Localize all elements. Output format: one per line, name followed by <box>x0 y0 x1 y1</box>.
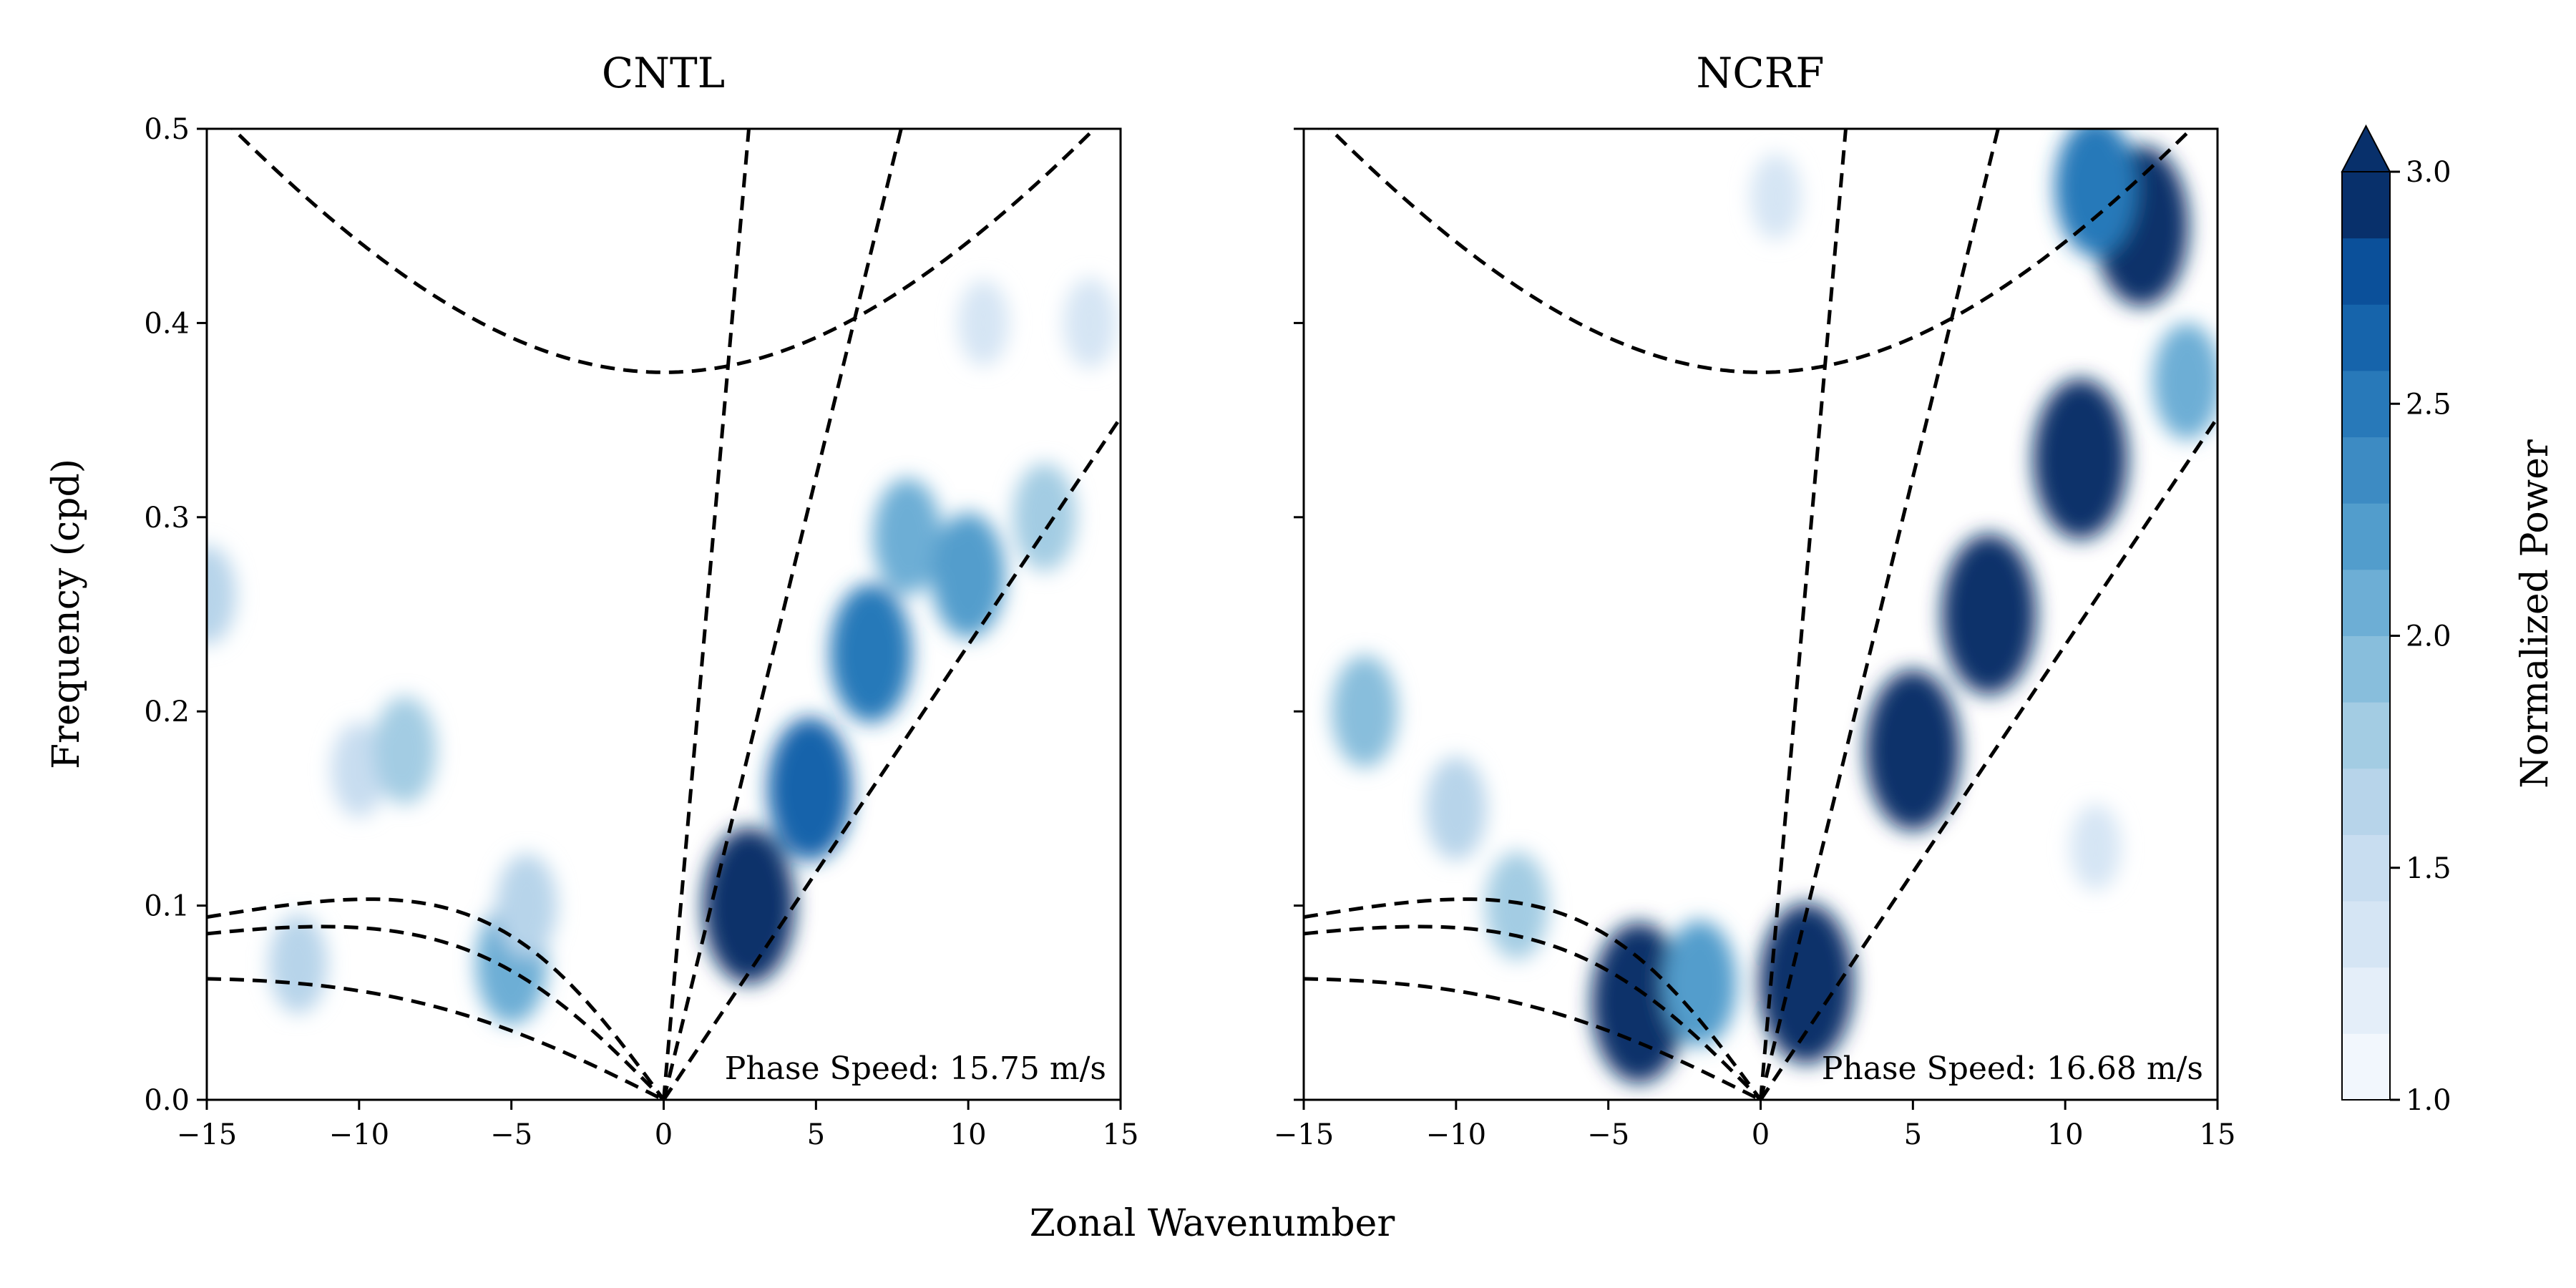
power-blob <box>768 717 852 861</box>
rossby-wave-curve <box>207 897 665 1100</box>
power-blob <box>1759 902 1854 1064</box>
y-tick-label: 0.0 <box>144 1084 190 1117</box>
power-blob <box>373 696 437 804</box>
panel-cntl: CNTL −15 −10 −5 0 5 10 15 0.0 0.1 0.2 0.3 0.4 0.5 Ph… <box>144 49 1138 1151</box>
kelvin-wave-curve <box>1759 416 2218 1100</box>
colorbar-segment <box>2342 967 2390 1034</box>
x-tick-label: −5 <box>1587 1118 1629 1151</box>
colorbar-segment <box>2342 834 2390 902</box>
rossby-wave-curve <box>1304 977 1762 1100</box>
power-blob <box>1063 278 1117 369</box>
rossby-wave-curve <box>207 924 665 1100</box>
power-blob <box>1013 463 1076 572</box>
phase-speed-label: Phase Speed: 16.68 m/s <box>1822 1050 2203 1087</box>
panel-title: CNTL <box>602 49 725 97</box>
x-tick-label: 0 <box>1752 1118 1770 1151</box>
panel-title: NCRF <box>1696 49 1824 97</box>
colorbar-tick-label: 3.0 <box>2406 156 2451 189</box>
y-tick-label: 0.4 <box>144 307 190 340</box>
x-tick-label: 10 <box>2047 1118 2084 1151</box>
power-blob <box>1485 852 1549 960</box>
colorbar-tick-label: 2.5 <box>2406 388 2451 421</box>
power-blob <box>2152 323 2218 440</box>
power-blob <box>2033 379 2128 540</box>
power-blob <box>958 280 1009 366</box>
colorbar-segment <box>2342 172 2390 239</box>
kelvin-wave-curve <box>662 129 751 1100</box>
panel-ncrf: NCRF −15 −10 −5 0 5 10 15 Phase Speed: 16.68 m… <box>1274 49 2236 1151</box>
colorbar <box>2341 124 2391 1101</box>
power-blob <box>1331 655 1398 768</box>
power-blob <box>496 854 557 958</box>
y-tick-label: 0.2 <box>144 696 190 728</box>
gravity-wave-curve <box>230 129 1097 374</box>
x-tick-label: −10 <box>329 1118 389 1151</box>
power-blob <box>207 545 236 645</box>
power-blob <box>1425 756 1487 861</box>
kelvin-wave-curve <box>1759 129 1848 1100</box>
x-tick-label: −15 <box>177 1118 237 1151</box>
colorbar-label: Normalized Power <box>2514 439 2557 789</box>
rossby-wave-curve <box>1304 897 1762 1100</box>
colorbar-segment <box>2342 635 2390 703</box>
power-blob <box>1591 922 1687 1083</box>
colorbar-segment <box>2342 901 2390 968</box>
phase-speed-label: Phase Speed: 15.75 m/s <box>725 1050 1106 1087</box>
y-tick-label: 0.5 <box>144 113 190 146</box>
rossby-wave-curve <box>207 977 665 1100</box>
colorbar-segment <box>2342 370 2390 438</box>
y-axis-label: Frequency (cpd) <box>45 459 88 769</box>
colorbar-segment <box>2342 768 2390 835</box>
axis-ticks: −15 −10 −5 0 5 10 15 0.0 0.1 0.2 0.3 0.4 0.5 <box>144 113 1138 1151</box>
axis-ticks: −15 −10 −5 0 5 10 15 <box>1274 127 2236 1151</box>
x-tick-label: 10 <box>950 1118 987 1151</box>
power-blob <box>2070 804 2122 891</box>
plot-frame <box>1302 127 2219 1101</box>
x-tick-label: −10 <box>1426 1118 1486 1151</box>
power-blob <box>268 914 328 1014</box>
power-blob <box>873 478 942 595</box>
colorbar-segment <box>2342 1033 2390 1101</box>
rossby-wave-curve <box>1304 924 1762 1100</box>
power-blob <box>829 583 912 723</box>
x-axis-label: Zonal Wavenumber <box>1030 1202 1395 1245</box>
x-tick-label: 5 <box>807 1118 825 1151</box>
power-blob <box>1662 920 1737 1046</box>
x-tick-label: −15 <box>1274 1118 1334 1151</box>
power-blob <box>931 512 1005 638</box>
x-tick-label: 15 <box>2200 1118 2236 1151</box>
colorbar-tick-label: 2.0 <box>2406 620 2451 653</box>
dispersion-curves <box>1304 129 2218 1100</box>
colorbar-segment <box>2342 238 2390 305</box>
colorbar-ticks: 1.0 1.5 2.0 2.5 3.0 <box>2390 156 2451 1117</box>
x-tick-label: 5 <box>1904 1118 1922 1151</box>
colorbar-segment <box>2342 702 2390 769</box>
colorbar-segment <box>2342 503 2390 570</box>
y-tick-label: 0.1 <box>144 890 190 923</box>
colorbar-tick-label: 1.0 <box>2406 1084 2451 1117</box>
x-tick-label: 15 <box>1103 1118 1139 1151</box>
colorbar-segment <box>2342 569 2390 636</box>
colorbar-segment <box>2342 436 2390 504</box>
y-tick-label: 0.3 <box>144 502 190 535</box>
colorbar-extend-arrow <box>2341 124 2391 172</box>
power-blob <box>1750 153 1802 240</box>
colorbar-segment <box>2342 304 2390 371</box>
x-tick-label: 0 <box>655 1118 673 1151</box>
power-blob <box>1941 534 2036 695</box>
gravity-wave-curve <box>1327 129 2194 374</box>
power-blob <box>331 722 387 817</box>
power-blob <box>1865 670 1961 831</box>
colorbar-tick-label: 1.5 <box>2406 852 2451 885</box>
dispersion-curves <box>207 129 1121 1100</box>
x-tick-label: −5 <box>490 1118 532 1151</box>
power-blob <box>2054 129 2137 257</box>
power-blob <box>703 827 795 984</box>
heatmap <box>1331 129 2218 1083</box>
heatmap <box>207 278 1117 1025</box>
